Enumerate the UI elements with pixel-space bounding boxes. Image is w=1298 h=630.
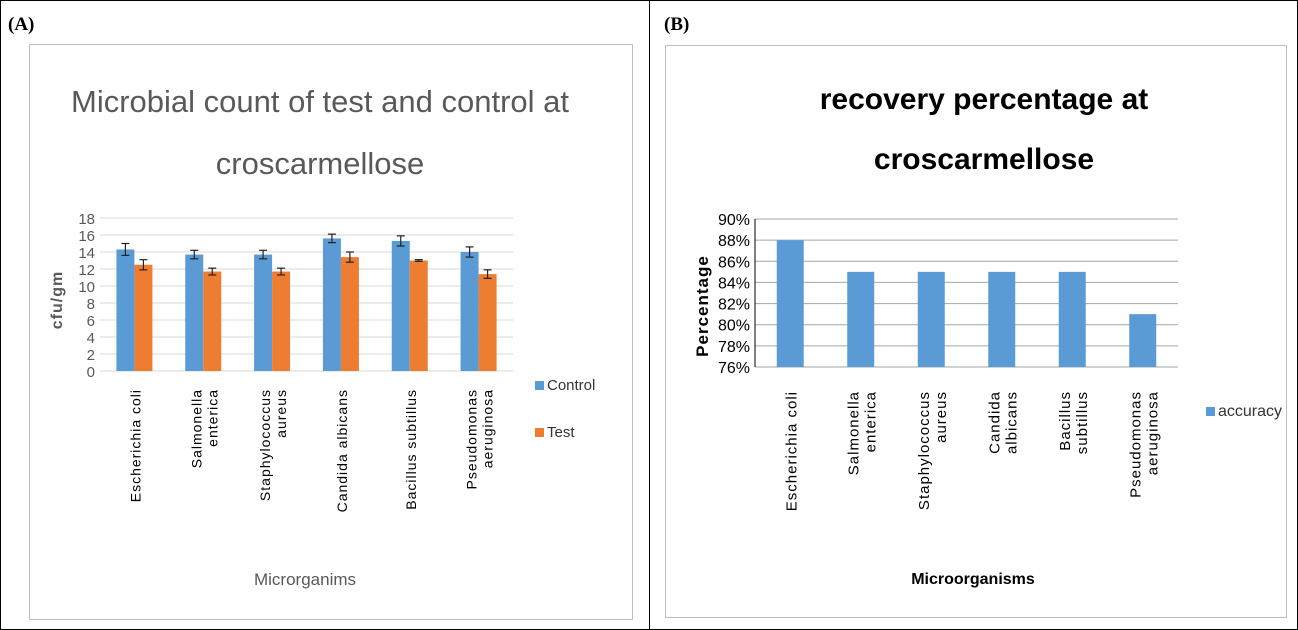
- y-tick-label: 8: [87, 296, 95, 313]
- y-tick-label: 84%: [718, 275, 750, 292]
- x-category-label: Salmonella: [845, 391, 862, 475]
- chart-title-line: croscarmellose: [216, 146, 424, 181]
- legend-swatch: [535, 428, 544, 437]
- legend-swatch: [1206, 407, 1215, 416]
- x-category-label: Candida: [986, 391, 1003, 454]
- y-tick-label: 88%: [718, 233, 750, 250]
- x-category-label: Salmonella: [188, 389, 204, 468]
- x-axis-title: Microrganims: [254, 570, 356, 589]
- y-tick-label: 10: [78, 279, 95, 296]
- chart-title-line: Microbial count of test and control at: [71, 84, 569, 119]
- y-tick-label: 76%: [718, 360, 750, 377]
- chart-a-box: Microbial count of test and control at cr…: [29, 44, 633, 620]
- panel-divider: [649, 0, 650, 630]
- x-category-label: aeruginosa: [1144, 391, 1161, 475]
- x-category-label: albicans: [1003, 391, 1020, 454]
- bar: [185, 254, 204, 371]
- y-tick-label: 16: [78, 228, 95, 245]
- x-category-label: enterica: [862, 391, 879, 452]
- x-category-label: aeruginosa: [480, 389, 496, 468]
- y-tick-label: 18: [78, 211, 95, 228]
- panel-label-a: (A): [8, 14, 35, 35]
- y-tick-label: 90%: [718, 212, 750, 229]
- x-category-label: subtillus: [1074, 391, 1091, 454]
- chart-b-svg: recovery percentage at croscarmellose 76% 7…: [693, 83, 1282, 588]
- y-tick-label: 82%: [718, 297, 750, 314]
- bar: [1058, 271, 1086, 367]
- x-category-label: Pseudomonas: [464, 389, 480, 490]
- y-tick-label: 78%: [718, 339, 750, 356]
- bar: [322, 238, 341, 371]
- x-category-label: Staphylococcus: [916, 391, 933, 510]
- bar: [203, 271, 222, 371]
- bar: [391, 240, 410, 371]
- bar: [988, 271, 1016, 367]
- bar: [460, 252, 479, 371]
- x-category-label: Bacillus subtillus: [403, 389, 419, 510]
- legend-label: Test: [547, 424, 575, 441]
- x-category-label: Escherichia coli: [783, 391, 800, 511]
- bar: [776, 240, 804, 367]
- x-category-label: Bacillus: [1057, 391, 1074, 451]
- y-tick-label: 12: [78, 262, 95, 279]
- bar: [409, 260, 428, 371]
- chart-title-line: recovery percentage at: [820, 83, 1149, 116]
- y-tick-label: 2: [87, 347, 95, 364]
- x-category-label: aureus: [933, 391, 950, 443]
- x-category-label: Pseudomonas: [1127, 391, 1144, 498]
- y-tick-label: 86%: [718, 254, 750, 271]
- bar: [116, 249, 135, 371]
- legend-label: Control: [547, 377, 595, 394]
- y-tick-label: 6: [87, 313, 95, 330]
- bar: [478, 274, 497, 371]
- bar: [134, 264, 153, 371]
- y-axis-title: Percentage: [693, 255, 712, 357]
- x-category-label: Candida albicans: [334, 389, 350, 512]
- x-axis-title: Microorganisms: [911, 571, 1035, 588]
- bar: [917, 271, 945, 367]
- chart-title-line: croscarmellose: [874, 143, 1094, 176]
- y-tick-label: 4: [87, 330, 95, 347]
- x-category-label: Escherichia coli: [127, 389, 143, 502]
- y-tick-label: 14: [78, 245, 95, 262]
- y-axis-title: cfu/gm: [49, 271, 66, 329]
- bar: [272, 271, 291, 371]
- bar: [847, 271, 875, 367]
- panel-label-b: (B): [664, 14, 690, 35]
- chart-a-svg: Microbial count of test and control at cr…: [49, 84, 595, 589]
- bar: [1129, 314, 1157, 367]
- x-category-label: enterica: [204, 389, 220, 447]
- legend-swatch: [535, 381, 544, 390]
- legend-label: accuracy: [1218, 403, 1282, 420]
- x-category-label: aureus: [273, 389, 289, 438]
- chart-b-box: recovery percentage at croscarmellose 76% 7…: [665, 45, 1287, 618]
- y-tick-label: 80%: [718, 318, 750, 335]
- bar: [340, 257, 359, 371]
- bar: [254, 254, 273, 371]
- x-category-label: Staphylococcus: [257, 389, 273, 501]
- y-tick-label: 0: [87, 364, 95, 381]
